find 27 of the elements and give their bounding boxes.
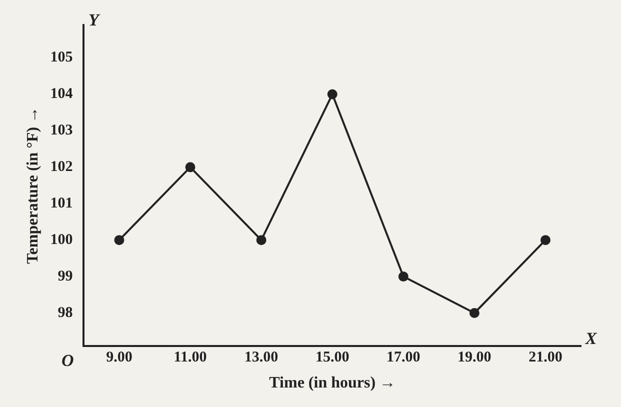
x-tick-label: 19.00 (458, 350, 492, 366)
y-tick-label: 100 (50, 232, 73, 248)
point (114, 235, 124, 246)
y-tick-label: 103 (50, 122, 73, 139)
y-tick-label: 101 (50, 196, 73, 212)
text: O (62, 351, 74, 370)
x-tick-label: 17.00 (386, 350, 420, 366)
x-tick-label: 13.00 (244, 350, 278, 366)
point (327, 89, 338, 100)
x-tick-label: 21.00 (528, 350, 562, 366)
point (256, 235, 266, 246)
annotation: Y (88, 10, 101, 30)
y-axis-title: Temperature (in °F) → (24, 106, 42, 264)
point (540, 235, 550, 246)
y-tick-label: 98 (58, 304, 73, 321)
x-axis-title: Time (in hours) → (269, 374, 396, 392)
x-tick-label: 9.00 (106, 350, 132, 366)
x-tick-label: 11.00 (174, 350, 207, 366)
y-tick-label: 99 (58, 268, 73, 284)
text: X (584, 329, 598, 348)
point (469, 308, 480, 318)
point (398, 272, 408, 282)
y-tick-label: 104 (50, 86, 74, 102)
point (185, 162, 196, 172)
y-tick-label: 102 (50, 159, 73, 176)
y-tick-label: 105 (50, 50, 73, 66)
x-tick-label: 15.00 (315, 350, 350, 366)
